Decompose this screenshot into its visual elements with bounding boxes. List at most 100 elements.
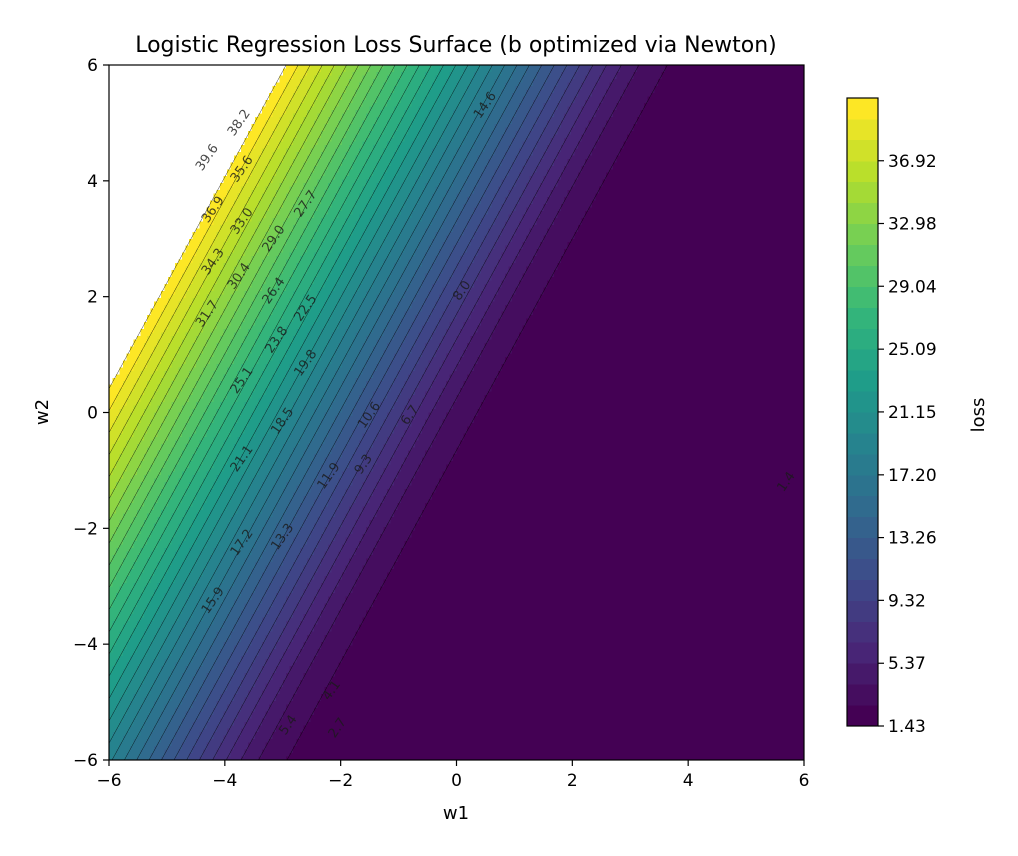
- contour-cell: [213, 225, 217, 229]
- contour-cell: [224, 468, 228, 472]
- contour-cell: [133, 430, 137, 434]
- contour-cell: [116, 381, 120, 385]
- contour-cell: [227, 697, 231, 701]
- contour-cell: [130, 353, 134, 357]
- contour-cell: [199, 704, 203, 708]
- contour-cell: [161, 614, 165, 618]
- contour-cell: [161, 694, 165, 698]
- contour-cell: [165, 649, 169, 653]
- contour-cell: [137, 701, 141, 705]
- contour-cell: [224, 454, 228, 458]
- contour-cell: [161, 611, 165, 615]
- contour-cell: [130, 558, 134, 562]
- contour-cell: [109, 419, 113, 423]
- contour-cell: [147, 701, 151, 705]
- contour-cell: [203, 642, 207, 646]
- contour-cell: [119, 447, 123, 451]
- contour-cell: [165, 743, 169, 747]
- contour-cell: [217, 624, 221, 628]
- contour-cell: [112, 659, 116, 663]
- contour-cell: [206, 715, 210, 719]
- contour-cell: [224, 294, 228, 298]
- contour-cell: [112, 670, 116, 674]
- contour-cell: [213, 711, 217, 715]
- contour-cell: [168, 485, 172, 489]
- contour-cell: [192, 663, 196, 667]
- contour-cell: [199, 496, 203, 500]
- contour-cell: [144, 701, 148, 705]
- contour-cell: [196, 364, 200, 368]
- contour-cell: [144, 534, 148, 538]
- contour-cell: [116, 586, 120, 590]
- contour-cell: [206, 520, 210, 524]
- contour-cell: [227, 235, 231, 239]
- contour-cell: [168, 357, 172, 361]
- contour-cell: [109, 732, 113, 736]
- contour-cell: [158, 729, 162, 733]
- contour-cell: [210, 294, 214, 298]
- contour-cell: [133, 645, 137, 649]
- contour-cell: [189, 677, 193, 681]
- contour-cell: [196, 663, 200, 667]
- contour-cell: [227, 204, 231, 208]
- contour-cell: [192, 458, 196, 462]
- contour-cell: [119, 645, 123, 649]
- contour-cell: [203, 381, 207, 385]
- contour-cell: [224, 472, 228, 476]
- contour-cell: [179, 579, 183, 583]
- contour-cell: [175, 312, 179, 316]
- contour-cell: [144, 576, 148, 580]
- contour-cell: [140, 687, 144, 691]
- contour-cell: [227, 333, 231, 337]
- contour-cell: [175, 492, 179, 496]
- contour-cell: [185, 593, 189, 597]
- contour-cell: [154, 597, 158, 601]
- contour-cell: [210, 479, 214, 483]
- contour-cell: [220, 649, 224, 653]
- contour-cell: [168, 704, 172, 708]
- contour-cell: [168, 687, 172, 691]
- contour-cell: [154, 583, 158, 587]
- contour-cell: [179, 312, 183, 316]
- contour-cell: [165, 586, 169, 590]
- contour-cell: [224, 426, 228, 430]
- contour-cell: [126, 558, 130, 562]
- contour-cell: [144, 691, 148, 695]
- contour-cell: [123, 701, 127, 705]
- contour-cell: [185, 739, 189, 743]
- contour-cell: [210, 228, 214, 232]
- contour-cell: [116, 465, 120, 469]
- contour-cell: [147, 548, 151, 552]
- contour-cell: [192, 444, 196, 448]
- contour-cell: [185, 336, 189, 340]
- contour-cell: [168, 510, 172, 514]
- contour-cell: [227, 482, 231, 486]
- contour-cell: [182, 725, 186, 729]
- contour-cell: [220, 451, 224, 455]
- contour-cell: [165, 402, 169, 406]
- contour-cell: [179, 308, 183, 312]
- contour-cell: [217, 527, 221, 531]
- contour-cell: [147, 381, 151, 385]
- contour-cell: [147, 673, 151, 677]
- contour-cell: [231, 621, 235, 625]
- contour-cell: [172, 649, 176, 653]
- contour-cell: [182, 548, 186, 552]
- contour-cell: [199, 465, 203, 469]
- contour-cell: [168, 513, 172, 517]
- contour-cell: [144, 579, 148, 583]
- contour-cell: [165, 357, 169, 361]
- contour-cell: [172, 739, 176, 743]
- contour-cell: [119, 461, 123, 465]
- contour-cell: [147, 322, 151, 326]
- contour-cell: [172, 593, 176, 597]
- contour-cell: [210, 541, 214, 545]
- contour-cell: [179, 270, 183, 274]
- contour-cell: [126, 479, 130, 483]
- contour-cell: [227, 576, 231, 580]
- contour-cell: [144, 611, 148, 615]
- contour-cell: [179, 593, 183, 597]
- contour-cell: [140, 538, 144, 542]
- contour-cell: [151, 701, 155, 705]
- contour-cell: [109, 555, 113, 559]
